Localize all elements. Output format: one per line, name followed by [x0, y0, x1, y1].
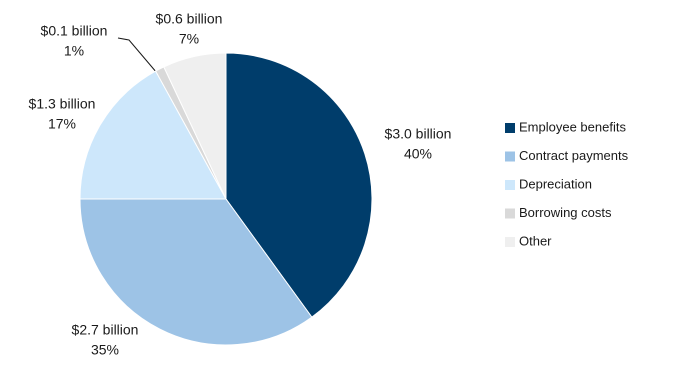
legend-label: Contract payments [519, 148, 629, 163]
percent-label: 40% [404, 146, 432, 162]
pie-slice [225, 52, 373, 318]
leader-line [117, 37, 158, 74]
amount-label: $1.3 billion [29, 96, 96, 112]
pie-slice [163, 52, 227, 200]
legend-swatch [505, 151, 515, 162]
legend-label: Other [519, 233, 552, 248]
amount-label: $3.0 billion [385, 126, 452, 142]
legend-swatch [505, 237, 515, 247]
percent-label: 35% [91, 342, 119, 358]
legend-label: Employee benefits [519, 119, 626, 134]
amount-label: $2.7 billion [72, 322, 139, 338]
legend-label: Depreciation [519, 176, 592, 191]
percent-label: 7% [179, 31, 199, 47]
legend-swatch [505, 180, 515, 190]
pie-slice [79, 70, 227, 200]
amount-label: $0.1 billion [41, 23, 108, 39]
legend-swatch [505, 123, 515, 133]
pie-slice [79, 198, 313, 346]
legend-swatch [505, 208, 515, 219]
amount-label: $0.6 billion [156, 11, 223, 27]
percent-label: 17% [48, 116, 76, 132]
legend-label: Borrowing costs [519, 205, 612, 220]
percent-label: 1% [64, 43, 84, 59]
